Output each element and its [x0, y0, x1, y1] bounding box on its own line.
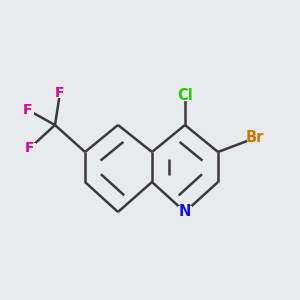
Bar [22, 105, 34, 115]
Text: F: F [25, 141, 35, 155]
Bar [176, 89, 194, 101]
Bar [24, 143, 36, 153]
Text: N: N [179, 205, 191, 220]
Text: F: F [55, 86, 65, 100]
Text: F: F [23, 103, 33, 117]
Text: Br: Br [246, 130, 264, 146]
Bar [178, 206, 192, 218]
Text: Cl: Cl [177, 88, 193, 103]
Bar [54, 88, 66, 98]
Bar [247, 132, 263, 144]
